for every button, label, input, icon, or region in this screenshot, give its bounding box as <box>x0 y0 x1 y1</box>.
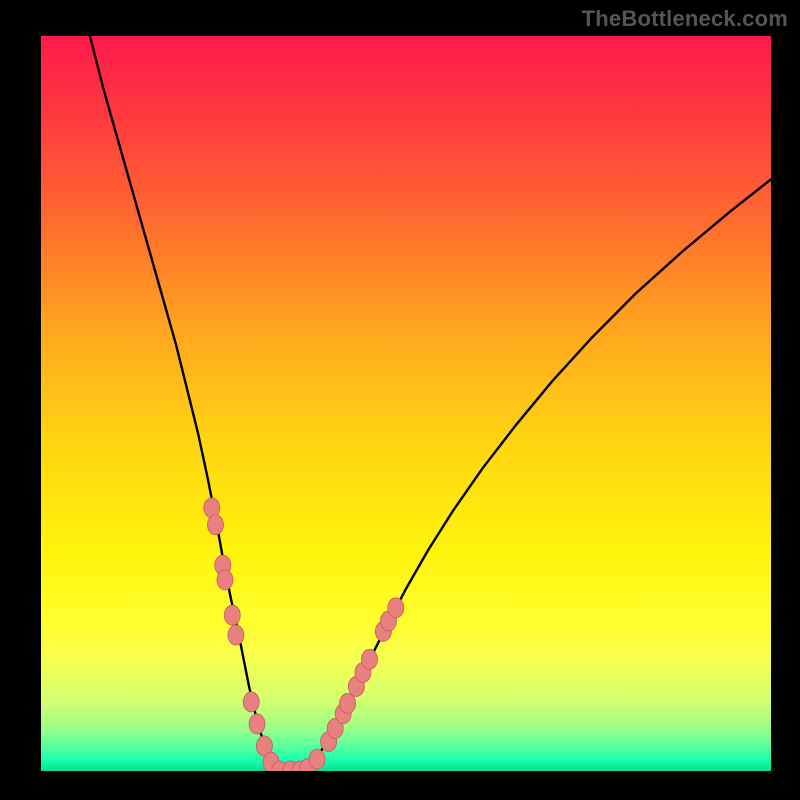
marker-point <box>228 625 244 645</box>
watermark-text: TheBottleneck.com <box>582 6 788 32</box>
chart-container: TheBottleneck.com <box>0 0 800 800</box>
marker-point <box>224 605 240 625</box>
marker-point <box>207 515 223 535</box>
gradient-background <box>41 36 771 771</box>
marker-point <box>217 570 233 590</box>
marker-point <box>340 693 356 713</box>
marker-point <box>388 598 404 618</box>
marker-point <box>243 692 259 712</box>
plot-area <box>41 36 771 771</box>
plot-svg <box>41 36 771 771</box>
marker-point <box>249 714 265 734</box>
marker-point <box>362 649 378 669</box>
marker-point <box>309 749 325 769</box>
